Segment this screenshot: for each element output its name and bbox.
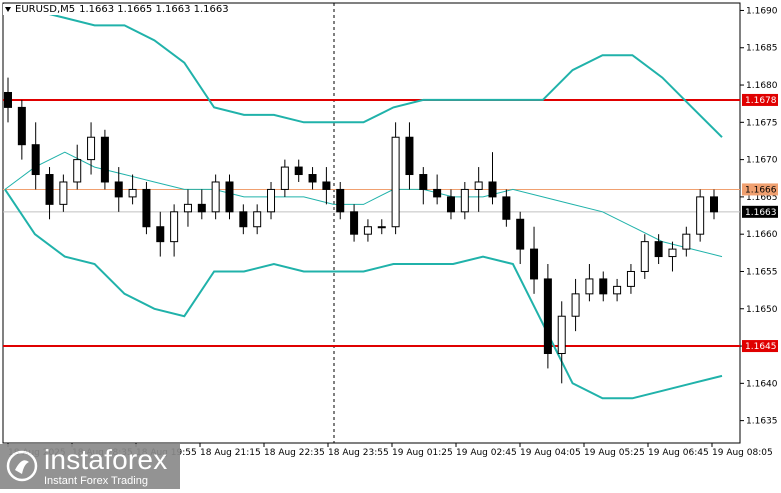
candle-body: [87, 136, 96, 161]
candle-body: [391, 136, 400, 228]
y-tick-label: 1.1650: [746, 305, 778, 315]
logo-brand: instaforex: [44, 444, 168, 475]
candle-body: [308, 174, 317, 183]
y-tick-label: 1.1675: [746, 118, 778, 128]
candle-body: [170, 211, 179, 243]
candle-body: [530, 248, 539, 280]
candle-body: [502, 196, 511, 220]
candle-body: [197, 203, 206, 213]
logo-mark-icon: [6, 450, 38, 482]
candle-body: [474, 181, 483, 190]
candle-body: [419, 174, 428, 190]
candle-body: [460, 188, 469, 213]
candle-body: [599, 278, 608, 295]
y-tick-label: 1.1690: [746, 6, 778, 16]
candle-body: [543, 278, 552, 355]
candle-body: [626, 270, 635, 287]
x-tick-label: 18 Aug 22:35: [264, 448, 325, 458]
level-price-label: 1.1678: [745, 96, 777, 106]
x-tick-label: 19 Aug 04:05: [520, 448, 581, 458]
bid-price-label: 1.1666: [745, 185, 777, 195]
y-tick-label: 1.1660: [746, 230, 778, 240]
candle-body: [59, 181, 68, 205]
candle-body: [322, 181, 331, 190]
plot-frame: [2, 2, 741, 444]
candle-body: [405, 136, 414, 176]
candle-body: [696, 196, 705, 235]
instaforex-logo: instaforex Instant Forex Trading: [0, 444, 180, 489]
candle-body: [363, 226, 372, 235]
candle-body: [336, 188, 345, 213]
candle-body: [128, 188, 137, 198]
candle-body: [557, 315, 566, 355]
candle-body: [17, 106, 26, 146]
candle-body: [433, 188, 442, 198]
dropdown-arrow-icon[interactable]: [5, 7, 11, 12]
y-tick-label: 1.1670: [746, 156, 778, 166]
candle-body: [446, 196, 455, 213]
y-tick-label: 1.1655: [746, 267, 778, 277]
level-price-tag: [742, 340, 778, 353]
candle-body: [183, 203, 192, 213]
y-tick-label: 1.1665: [746, 193, 778, 203]
y-tick-label: 1.1640: [746, 379, 778, 389]
candle-body: [668, 248, 677, 258]
candle-body: [31, 144, 40, 176]
candle-body: [516, 218, 525, 250]
x-tick-label: 18 Aug 21:15: [200, 448, 261, 458]
x-tick-label: 19 Aug 08:05: [712, 448, 773, 458]
candle-body: [710, 196, 718, 213]
x-tick-label: 19 Aug 06:45: [648, 448, 709, 458]
x-tick-label: 19 Aug 01:25: [392, 448, 453, 458]
candle-body: [225, 181, 234, 213]
candle-body: [267, 188, 276, 213]
bollinger-middle-band: [4, 151, 723, 258]
logo-tagline: Instant Forex Trading: [44, 475, 148, 487]
candle-body: [280, 166, 289, 190]
y-tick-label: 1.1685: [746, 44, 778, 54]
candle-body: [613, 285, 622, 295]
candle-body: [640, 241, 649, 272]
y-tick-label: 1.1680: [746, 81, 778, 91]
level-price-label: 1.1645: [745, 342, 777, 352]
candle-body: [585, 278, 594, 295]
candle-body: [682, 233, 691, 250]
ohlc-readout: 1.1663 1.1665 1.1663 1.1663: [79, 4, 229, 15]
candle-body: [488, 181, 497, 198]
symbol-label: EURUSD,M5: [15, 4, 76, 15]
candle-body: [73, 159, 82, 183]
candle-body: [114, 181, 123, 198]
x-tick-label: 19 Aug 02:45: [456, 448, 517, 458]
chart-header: EURUSD,M5 1.1663 1.1665 1.1663 1.1663: [3, 4, 231, 15]
y-tick-label: 1.1635: [746, 417, 778, 427]
candle-body: [571, 293, 580, 317]
x-tick-label: 19 Aug 05:25: [584, 448, 645, 458]
candle-body: [654, 241, 663, 258]
candle-body: [156, 226, 165, 243]
candle-body: [294, 166, 303, 176]
bollinger-upper-band: [5, 9, 723, 138]
candle-body: [253, 211, 262, 228]
level-price-tag: [742, 93, 778, 106]
current-price-tag: [742, 205, 778, 218]
candle-body: [4, 91, 12, 108]
current-price-label: 1.1663: [745, 208, 777, 218]
x-tick-label: 18 Aug 23:55: [328, 448, 389, 458]
candle-body: [377, 226, 386, 229]
candle-body: [350, 211, 359, 235]
candle-body: [211, 181, 220, 213]
candle-body: [239, 211, 248, 228]
bid-price-tag: [742, 183, 778, 196]
candle-body: [100, 136, 109, 183]
candle-body: [142, 188, 151, 228]
candle-body: [45, 174, 54, 205]
bollinger-lower-band: [4, 188, 723, 400]
